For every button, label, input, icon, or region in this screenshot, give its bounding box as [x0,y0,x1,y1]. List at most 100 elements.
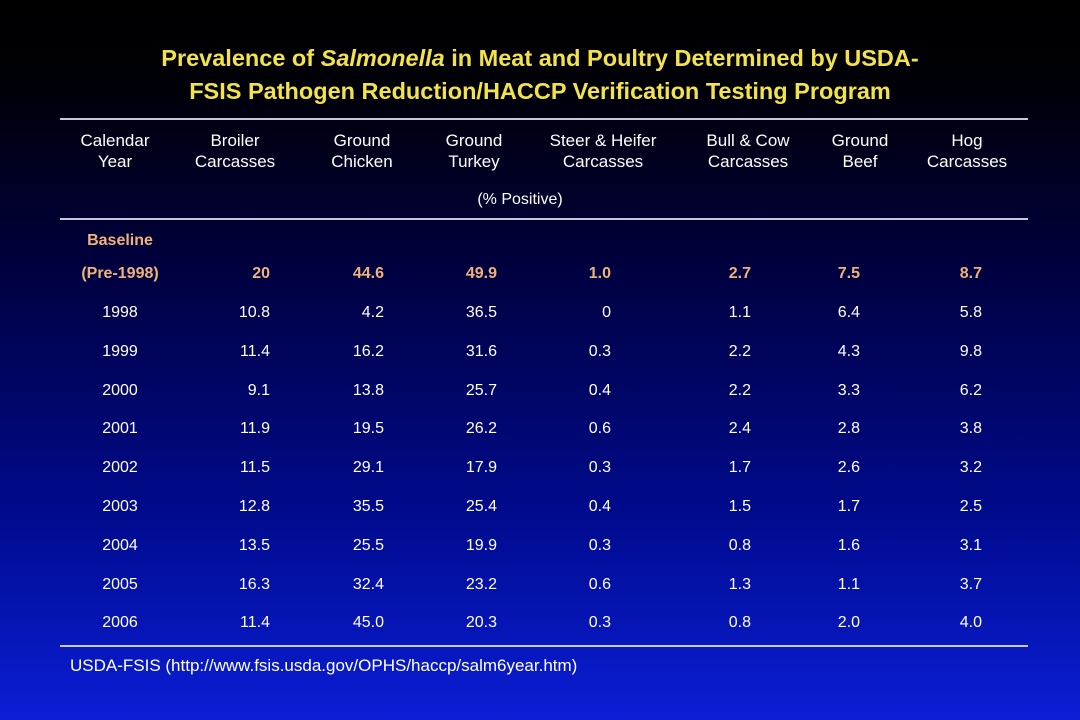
table-cell-value: 4.0 [959,614,982,631]
table-cell-value: 1.6 [837,537,860,554]
column-header: Calendar Year [45,130,185,172]
table-cell-value: 3.8 [959,420,982,437]
column-header-line: Ground [333,131,391,150]
table-cell-value: 1.7 [728,459,751,476]
column-header-line: Chicken [331,152,393,171]
column-header-line: Year [97,152,133,171]
column-header-line: Steer & Heifer [549,131,657,150]
table-cell-value: 0.3 [588,614,611,631]
table-cell-value: 0.6 [588,576,611,593]
column-header-line: Carcasses [707,152,789,171]
table-cell-value: 0.3 [588,459,611,476]
table-cell-value: 2.0 [837,614,860,631]
column-header-line: Carcasses [194,152,276,171]
table-cell-value: 26.2 [465,420,497,437]
table-cell-value: 2.8 [837,420,860,437]
table-cell-value: 2.4 [728,420,751,437]
table-cell-value: 11.5 [240,459,270,476]
table-cell-value: 1.1 [837,576,860,593]
table-cell-value: 1.3 [728,576,751,593]
table-cell-value: 20 [252,265,270,282]
table-cell-value: 1.1 [728,304,751,321]
table-cell-value: 2.7 [728,265,751,282]
table-cell-value: 0.8 [728,614,751,631]
table-row-year: 2001 [102,420,138,437]
column-header-line: Hog [951,131,983,150]
table-cell-value: 4.2 [361,304,384,321]
table-cell-value: 5.8 [959,304,982,321]
table-cell-value: 0.6 [588,420,611,437]
column-header: Ground Turkey [404,130,544,172]
table-cell-value: 1.7 [837,498,860,515]
table-cell-value: 17.9 [465,459,497,476]
table-cell-value: 7.5 [837,265,860,282]
table-cell-value: 44.6 [352,265,384,282]
column-header-line: Ground [445,131,503,150]
table-cell-value: 9.8 [959,343,982,360]
column-header-line: Turkey [448,152,500,171]
table-cell-value: 0.3 [588,343,611,360]
table-cell-value: 13.8 [352,382,384,399]
table-cell-value: 25.4 [465,498,497,515]
title-italic-word: Salmonella [320,45,445,71]
slide-title: Prevalence of Salmonella in Meat and Pou… [0,42,1080,108]
table-row-year: 2002 [102,459,138,476]
column-header-line: Ground [831,131,889,150]
table-cell-value: 1.0 [588,265,611,282]
table-cell-value: 19.9 [465,537,497,554]
column-header-line: Beef [842,152,878,171]
table-cell-value: 11.4 [240,614,270,631]
column-header-line: Carcasses [926,152,1008,171]
table-cell-value: 2.2 [728,343,751,360]
table-cell-value: 3.7 [959,576,982,593]
table-cell-value: 12.8 [238,498,270,515]
table-cell-value: 31.6 [465,343,497,360]
table-cell-value: 19.5 [352,420,384,437]
table-row-year: 2000 [102,382,138,399]
column-header: Broiler Carcasses [165,130,305,172]
table-cell-value: 10.8 [238,304,270,321]
table-cell-value: 45.0 [352,614,384,631]
baseline-period-label: (Pre-1998) [81,265,159,282]
table-cell-value: 35.5 [352,498,384,515]
table-cell-value: 6.4 [837,304,860,321]
table-row-year: 2004 [102,537,138,554]
table-cell-value: 6.2 [959,382,982,399]
table-cell-value: 25.7 [465,382,497,399]
table-cell-value: 49.9 [465,265,497,282]
baseline-label: Baseline [87,232,153,249]
column-header-line: Bull & Cow [706,131,790,150]
table-row-year: 2003 [102,498,138,515]
table-cell-value: 13.5 [238,537,270,554]
title-line-2: FSIS Pathogen Reduction/HACCP Verificati… [189,78,891,104]
table-bottom-rule [60,645,1028,647]
column-header: Ground Beef [790,130,930,172]
table-cell-value: 0.4 [588,382,611,399]
column-header-line: Calendar [80,131,150,150]
table-cell-value: 0.4 [588,498,611,515]
table-row-year: 2006 [102,614,138,631]
table-cell-value: 2.2 [728,382,751,399]
table-cell-value: 16.3 [238,576,270,593]
column-header: Bull & Cow Carcasses [678,130,818,172]
title-line-1: Prevalence of Salmonella in Meat and Pou… [161,45,919,71]
table-cell-value: 3.2 [959,459,982,476]
table-row-year: 1998 [102,304,138,321]
column-header: Hog Carcasses [897,130,1037,172]
column-header: Steer & Heifer Carcasses [533,130,673,172]
table-cell-value: 29.1 [352,459,384,476]
table-cell-value: 25.5 [352,537,384,554]
unit-label: (% Positive) [477,191,563,208]
table-cell-value: 4.3 [837,343,860,360]
table-cell-value: 16.2 [352,343,384,360]
header-bottom-rule [60,218,1028,220]
table-cell-value: 0.8 [728,537,751,554]
table-cell-value: 32.4 [352,576,384,593]
table-cell-value: 11.9 [240,420,270,437]
table-cell-value: 20.3 [465,614,497,631]
table-cell-value: 36.5 [465,304,497,321]
column-header: Ground Chicken [292,130,432,172]
table-cell-value: 0.3 [588,537,611,554]
table-cell-value: 9.1 [247,382,270,399]
table-cell-value: 11.4 [240,343,270,360]
